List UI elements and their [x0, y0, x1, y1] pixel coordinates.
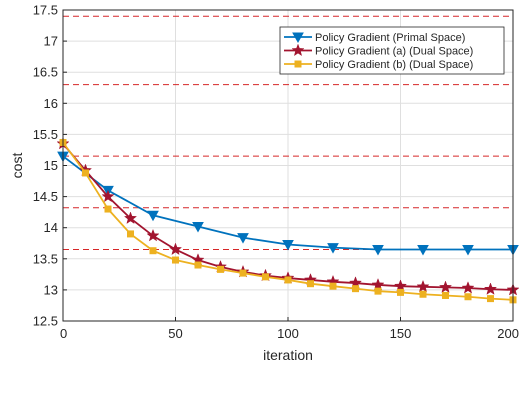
x-tick-label: 200 [497, 326, 519, 341]
legend-swatch-marker [294, 60, 302, 68]
legend-swatch-marker [292, 32, 304, 44]
data-point [417, 244, 429, 256]
data-point [284, 276, 292, 284]
data-point [438, 280, 453, 294]
data-point [374, 287, 382, 295]
legend-label: Policy Gradient (a) (Dual Space) [315, 46, 473, 58]
x-tick-label: 50 [168, 326, 182, 341]
legend-label: Policy Gradient (Primal Space) [315, 32, 465, 44]
legend: Policy Gradient (Primal Space) Policy Gra… [279, 26, 505, 75]
y-tick-label: 16.5 [33, 65, 58, 80]
legend-box [279, 26, 505, 75]
data-point [483, 282, 498, 295]
data-point [262, 273, 269, 281]
data-point [192, 221, 204, 233]
plot-frame [62, 9, 514, 322]
data-point [442, 291, 449, 299]
y-axis-label: cost [9, 153, 25, 179]
data-point [194, 261, 202, 269]
data-point [82, 169, 89, 177]
data-point [127, 230, 134, 238]
data-point [461, 281, 475, 294]
data-point [146, 228, 160, 242]
data-point [147, 210, 159, 222]
data-point [352, 285, 359, 293]
data-point [172, 256, 179, 264]
data-point [237, 233, 249, 244]
data-point [239, 269, 247, 277]
y-tick-label: 15 [44, 158, 58, 173]
data-point [101, 189, 115, 203]
data-point [168, 242, 183, 256]
axes: 12.5 13 13.5 14 14.5 15 15.5 16 16.5 17 17.5 0 50 100… [9, 3, 519, 364]
data-point [487, 295, 494, 303]
data-point [462, 244, 474, 256]
data-point [464, 293, 472, 301]
y-tick-label: 14 [44, 220, 58, 235]
series-2 [59, 138, 517, 304]
x-tick-label: 0 [60, 326, 67, 341]
data-point [123, 211, 138, 224]
y-tick-label: 13.5 [33, 251, 58, 266]
x-tick-label: 150 [390, 326, 412, 341]
y-tick-label: 16 [44, 96, 58, 111]
data-point [149, 247, 157, 255]
data-point [371, 278, 385, 291]
y-tick-label: 17 [44, 34, 58, 49]
data-point [104, 205, 112, 213]
data-point [416, 279, 430, 293]
data-point [372, 244, 384, 256]
data-point [419, 290, 427, 298]
x-tick-label: 100 [277, 326, 299, 341]
legend-label: Policy Gradient (b) (Dual Space) [315, 59, 473, 71]
y-tick-label: 13 [44, 282, 58, 297]
x-axis-label: iteration [263, 347, 313, 363]
data-point [393, 279, 408, 292]
y-tick-label: 12.5 [33, 314, 58, 329]
data-point [397, 288, 404, 296]
y-tick-label: 17.5 [33, 3, 58, 18]
y-tick-label: 15.5 [33, 127, 58, 142]
data-point [217, 265, 224, 273]
data-point [307, 280, 314, 288]
legend-swatch-marker [291, 43, 305, 57]
data-point [282, 239, 294, 251]
data-point [327, 243, 339, 254]
series-0 [57, 151, 519, 256]
y-tick-label: 14.5 [33, 189, 58, 204]
data-point [329, 282, 337, 290]
series-group [56, 136, 520, 304]
